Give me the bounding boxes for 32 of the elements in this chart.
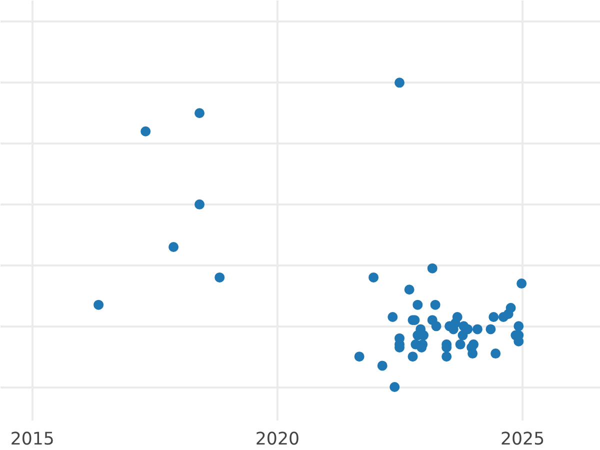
point: [404, 284, 414, 295]
point: [408, 352, 418, 362]
point: [388, 312, 398, 322]
point: [468, 348, 478, 359]
point: [431, 321, 442, 332]
point: [488, 312, 499, 322]
point: [194, 199, 205, 210]
point: [214, 272, 225, 282]
point: [368, 272, 379, 282]
point: [455, 339, 466, 350]
point: [516, 278, 527, 289]
point: [514, 321, 524, 332]
point: [430, 300, 440, 310]
point: [140, 126, 151, 136]
point: [427, 263, 438, 274]
point: [354, 352, 364, 362]
point: [490, 348, 501, 359]
point: [168, 242, 179, 252]
x-tick-label: 2025: [500, 430, 545, 450]
point: [442, 352, 452, 362]
point: [412, 300, 423, 310]
point: [472, 324, 482, 334]
point: [94, 300, 104, 310]
point: [394, 78, 405, 88]
point: [194, 108, 205, 118]
point: [377, 360, 388, 371]
x-tick-label: 2020: [255, 430, 300, 450]
point: [486, 324, 496, 334]
point: [458, 330, 468, 340]
point: [506, 302, 516, 313]
x-tick-label: 2015: [10, 430, 54, 450]
point: [390, 382, 400, 392]
